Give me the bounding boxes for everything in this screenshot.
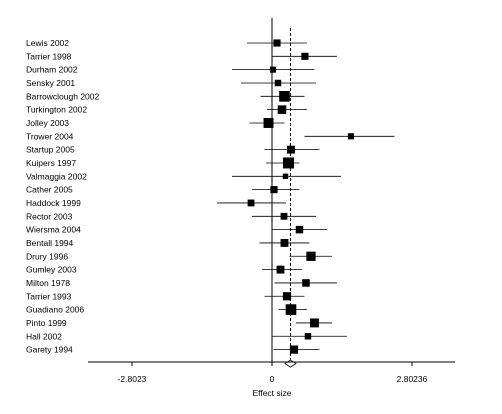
study-label: Tarrier 1993 xyxy=(26,291,72,301)
study-label: Pinto 1999 xyxy=(26,318,67,328)
study-row: Gumley 2003 xyxy=(26,265,302,275)
effect-marker xyxy=(287,145,295,154)
study-label: Gumley 2003 xyxy=(26,265,77,275)
study-row: Haddock 1999 xyxy=(26,198,286,208)
effect-marker xyxy=(282,173,289,179)
study-label: Trower 2004 xyxy=(26,131,74,141)
study-row: Tarrier 1993 xyxy=(26,291,305,301)
study-row: Drury 1996 xyxy=(26,251,332,261)
study-label: Sensky 2001 xyxy=(26,78,75,88)
study-label: Milton 1978 xyxy=(26,278,70,288)
study-rows: Lewis 2002 Tarrier 1998 Durham 2002 Sensky … xyxy=(26,18,395,368)
effect-marker xyxy=(282,292,292,301)
study-row: Jolley 2003 xyxy=(26,118,285,128)
effect-marker xyxy=(277,105,287,114)
effect-marker xyxy=(280,239,289,247)
study-row: Garety 1994 xyxy=(26,345,320,355)
effect-marker xyxy=(295,225,304,234)
study-label: Tarrier 1998 xyxy=(26,51,72,61)
study-label: Jolley 2003 xyxy=(26,118,69,128)
study-row: Guadiano 2006 xyxy=(26,304,307,315)
effect-marker xyxy=(280,212,288,220)
study-row: Milton 1978 xyxy=(26,278,337,288)
effect-marker xyxy=(269,66,277,73)
study-label: Barrowclough 2002 xyxy=(26,91,100,101)
study-label: Valmaggia 2002 xyxy=(26,171,87,181)
study-row: Tarrier 1998 xyxy=(26,51,337,61)
study-row: Bentall 1994 xyxy=(26,238,310,248)
effect-marker xyxy=(247,199,255,207)
study-label: Hall 2002 xyxy=(26,331,62,341)
study-row: Barrowclough 2002 xyxy=(26,90,305,102)
study-label: Kuipers 1997 xyxy=(26,158,76,168)
study-row: Valmaggia 2002 xyxy=(26,171,341,181)
study-label: Cather 2005 xyxy=(26,185,73,195)
study-label: Durham 2002 xyxy=(26,65,78,75)
effect-marker xyxy=(289,345,299,354)
effect-marker xyxy=(270,186,278,194)
study-row: Hall 2002 xyxy=(26,331,347,341)
study-row: Turkington 2002 xyxy=(26,105,307,115)
x-tick-label: 2.80236 xyxy=(397,374,428,384)
study-label: Drury 1996 xyxy=(26,251,68,261)
study-label: Garety 1994 xyxy=(26,345,73,355)
study-label: Startup 2005 xyxy=(26,145,75,155)
study-row: Wiersma 2004 xyxy=(26,225,327,235)
study-row: Durham 2002 xyxy=(26,65,315,75)
effect-marker xyxy=(263,118,274,128)
effect-marker xyxy=(306,251,316,261)
study-label: Wiersma 2004 xyxy=(26,225,81,235)
effect-marker xyxy=(279,90,290,102)
effect-marker xyxy=(273,39,281,47)
study-label: Haddock 1999 xyxy=(26,198,81,208)
effect-marker xyxy=(301,52,309,60)
study-row: Rector 2003 xyxy=(26,211,316,221)
effect-marker xyxy=(310,318,319,328)
study-label: Guadiano 2006 xyxy=(26,305,84,315)
study-row: Sensky 2001 xyxy=(26,78,316,88)
effect-marker xyxy=(347,133,354,140)
x-tick-label: 0 xyxy=(270,374,275,384)
x-axis-title: Effect size xyxy=(252,388,291,398)
effect-marker xyxy=(282,157,294,169)
effect-marker xyxy=(274,79,282,87)
study-label: Turkington 2002 xyxy=(26,105,87,115)
study-row: Cather 2005 xyxy=(26,185,300,195)
x-axis: -2.8023 0 2.80236 xyxy=(88,361,455,384)
study-row: Trower 2004 xyxy=(26,131,395,141)
effect-marker xyxy=(276,265,285,274)
x-tick-label: -2.8023 xyxy=(118,374,147,384)
study-row: Startup 2005 xyxy=(26,145,320,155)
study-label: Bentall 1994 xyxy=(26,238,74,248)
study-row: Pinto 1999 xyxy=(26,318,332,328)
study-row: Lewis 2002 xyxy=(26,38,307,48)
effect-marker xyxy=(285,304,297,315)
effect-marker xyxy=(304,333,312,340)
study-row: Kuipers 1997 xyxy=(26,157,300,169)
effect-marker xyxy=(302,279,310,287)
study-label: Lewis 2002 xyxy=(26,38,69,48)
study-label: Rector 2003 xyxy=(26,211,73,221)
